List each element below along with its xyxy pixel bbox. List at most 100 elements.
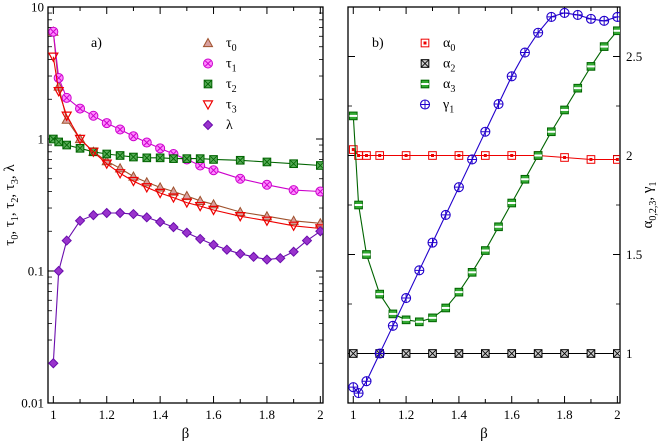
point-α0 — [401, 151, 411, 160]
y-tick-label: 0.01 — [21, 396, 44, 411]
point-λ — [128, 208, 139, 220]
legend-marker-λ — [202, 119, 214, 131]
x-tick-label: 1.8 — [259, 407, 275, 422]
point-λ — [168, 221, 179, 233]
point-τ3 — [61, 111, 73, 122]
point-α0 — [560, 153, 569, 162]
point-γ1 — [348, 382, 359, 393]
legend: τ0​ τ1​ τ2​ τ3​ λ — [202, 36, 237, 133]
point-λ — [235, 248, 246, 260]
x-tick-label: 2 — [614, 407, 621, 422]
point-α0 — [613, 155, 620, 164]
point-τ3 — [167, 193, 180, 204]
point-τ3 — [53, 87, 65, 97]
point-α3 — [613, 26, 620, 36]
point-τ3 — [234, 212, 246, 222]
point-α3 — [560, 105, 569, 115]
point-γ1 — [533, 27, 544, 38]
point-τ2 — [75, 143, 85, 153]
x-tick-label: 1.8 — [556, 407, 572, 422]
point-τ0 — [141, 176, 153, 187]
panel-label: b) — [372, 36, 384, 51]
point-γ1 — [599, 15, 610, 26]
point-τ0 — [234, 206, 246, 217]
point-τ2 — [235, 155, 245, 165]
legend-marker-α2 — [420, 59, 430, 68]
point-τ1 — [315, 186, 323, 197]
x-tick-label: 1.4 — [451, 407, 468, 422]
legend-label-τ1: τ1​ — [226, 57, 237, 75]
point-τ3 — [261, 216, 273, 227]
legend-marker-τ0 — [202, 37, 214, 48]
point-τ2 — [289, 159, 298, 169]
legend-label-τ2: τ2​ — [226, 77, 237, 95]
panel-label: a) — [91, 36, 102, 51]
point-τ3 — [87, 147, 99, 158]
point-τ2 — [316, 161, 323, 170]
point-τ3 — [48, 52, 59, 63]
point-α2 — [454, 349, 464, 358]
point-α3 — [507, 198, 517, 208]
point-λ — [208, 239, 219, 250]
point-α2 — [348, 349, 358, 358]
x-tick-label: 1.4 — [152, 407, 169, 422]
point-λ — [154, 216, 166, 228]
x-tick-label: 1 — [50, 407, 57, 422]
point-λ — [194, 233, 206, 245]
plot-frame-a — [47, 6, 324, 404]
point-τ1 — [141, 137, 152, 148]
point-γ1 — [361, 376, 372, 387]
point-τ3 — [194, 201, 206, 212]
point-α3 — [547, 127, 556, 137]
legend-marker-τ3 — [202, 100, 214, 111]
point-α3 — [520, 174, 530, 184]
point-γ1 — [506, 71, 517, 82]
point-λ — [141, 212, 152, 223]
point-τ1 — [208, 165, 219, 176]
point-τ2 — [195, 154, 205, 163]
legend-label-γ1: γ1​ — [442, 98, 454, 116]
y-tick-label: 1 — [626, 346, 633, 361]
y-tick-label: 1 — [38, 132, 45, 147]
point-τ2 — [62, 140, 72, 150]
point-τ1 — [48, 26, 59, 37]
point-τ0 — [181, 190, 193, 201]
legend-marker-τ1 — [203, 58, 213, 69]
point-α0 — [348, 145, 358, 154]
point-α2 — [428, 349, 437, 358]
legend-marker-τ2 — [203, 79, 213, 89]
y-tick-label: 0.1 — [28, 264, 44, 279]
point-γ1 — [414, 265, 425, 276]
legend-marker-α0 — [420, 38, 430, 48]
point-τ3 — [181, 198, 193, 209]
point-λ — [53, 265, 64, 277]
point-τ0 — [194, 195, 206, 205]
x-tick-label: 1.6 — [504, 407, 521, 422]
x-axis-label: β — [182, 426, 190, 442]
plot-frame-b — [347, 6, 621, 404]
point-γ1 — [480, 126, 491, 137]
point-α3 — [599, 42, 609, 51]
series-line-γ1 — [352, 12, 618, 394]
point-τ2 — [169, 154, 178, 163]
point-γ1 — [353, 388, 364, 399]
point-τ2 — [129, 152, 138, 162]
point-τ2 — [155, 153, 165, 163]
point-τ1 — [128, 131, 139, 142]
point-λ — [221, 244, 233, 255]
point-γ1 — [559, 7, 570, 18]
series-line-τ3 — [52, 56, 321, 230]
legend-label-α2: α2​ — [443, 57, 455, 75]
legend-marker-γ1 — [419, 99, 431, 110]
point-α0 — [480, 151, 490, 160]
point-τ1 — [195, 160, 206, 171]
point-τ3 — [101, 159, 113, 170]
x-tick-label: 1.2 — [398, 407, 414, 422]
point-λ — [101, 207, 112, 219]
legend-label-α0: α0​ — [443, 36, 455, 54]
x-tick-label: 2 — [317, 407, 324, 422]
point-γ1 — [585, 13, 597, 24]
point-α2 — [560, 349, 569, 358]
point-γ1 — [374, 348, 385, 359]
point-γ1 — [440, 209, 451, 220]
